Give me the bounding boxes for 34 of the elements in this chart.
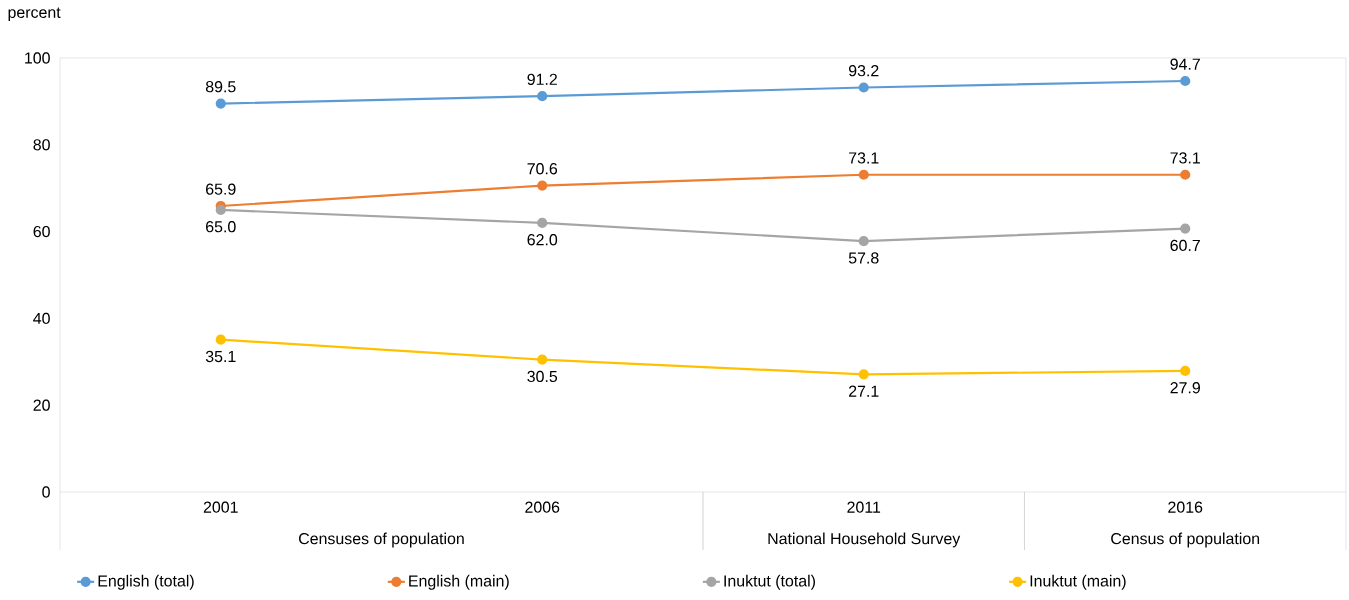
data-label: 65.0 [206, 221, 236, 233]
data-label: 89.5 [205, 81, 236, 93]
text: Census of population [1111, 532, 1260, 548]
data-label: 73.1 [849, 152, 879, 164]
text: Censuses of population [299, 532, 464, 548]
data-label: 27.9 [1170, 382, 1200, 394]
y-tick-label: 80 [33, 139, 50, 151]
data-label: 70.6 [527, 163, 558, 175]
data-label: 60.7 [1170, 239, 1200, 252]
y-tick-label: 0 [42, 486, 50, 498]
x-tick-label: 2006 [525, 501, 560, 513]
data-label: 62.0 [527, 234, 558, 246]
y-tick-label: 100 [25, 52, 50, 64]
y-tick-label: 20 [33, 399, 50, 411]
x-tick-label: 2016 [1168, 501, 1203, 513]
data-label: 94.7 [1170, 58, 1200, 70]
data-label: 91.2 [527, 73, 557, 85]
data-label: 65.9 [206, 183, 236, 195]
data-label: 27.1 [849, 385, 879, 397]
legend-label: English (total) [98, 574, 194, 590]
data-label: 35.1 [205, 350, 236, 363]
x-tick-label: 2001 [203, 501, 238, 513]
y-axis-title: percent [8, 7, 61, 22]
y-tick-label: 40 [33, 312, 50, 325]
data-label: 57.8 [848, 252, 879, 264]
legend-label: Inuktut (total) [724, 574, 815, 590]
data-label: 30.5 [527, 370, 558, 383]
data-label: 93.2 [848, 65, 879, 77]
legend-label: English (main) [409, 574, 509, 590]
y-tick-label: 60 [33, 225, 50, 238]
text: National Household Survey [768, 532, 961, 548]
data-label: 73.1 [1170, 152, 1200, 164]
x-tick-label: 2011 [847, 501, 881, 513]
legend-label: Inuktut (main) [1030, 574, 1126, 590]
